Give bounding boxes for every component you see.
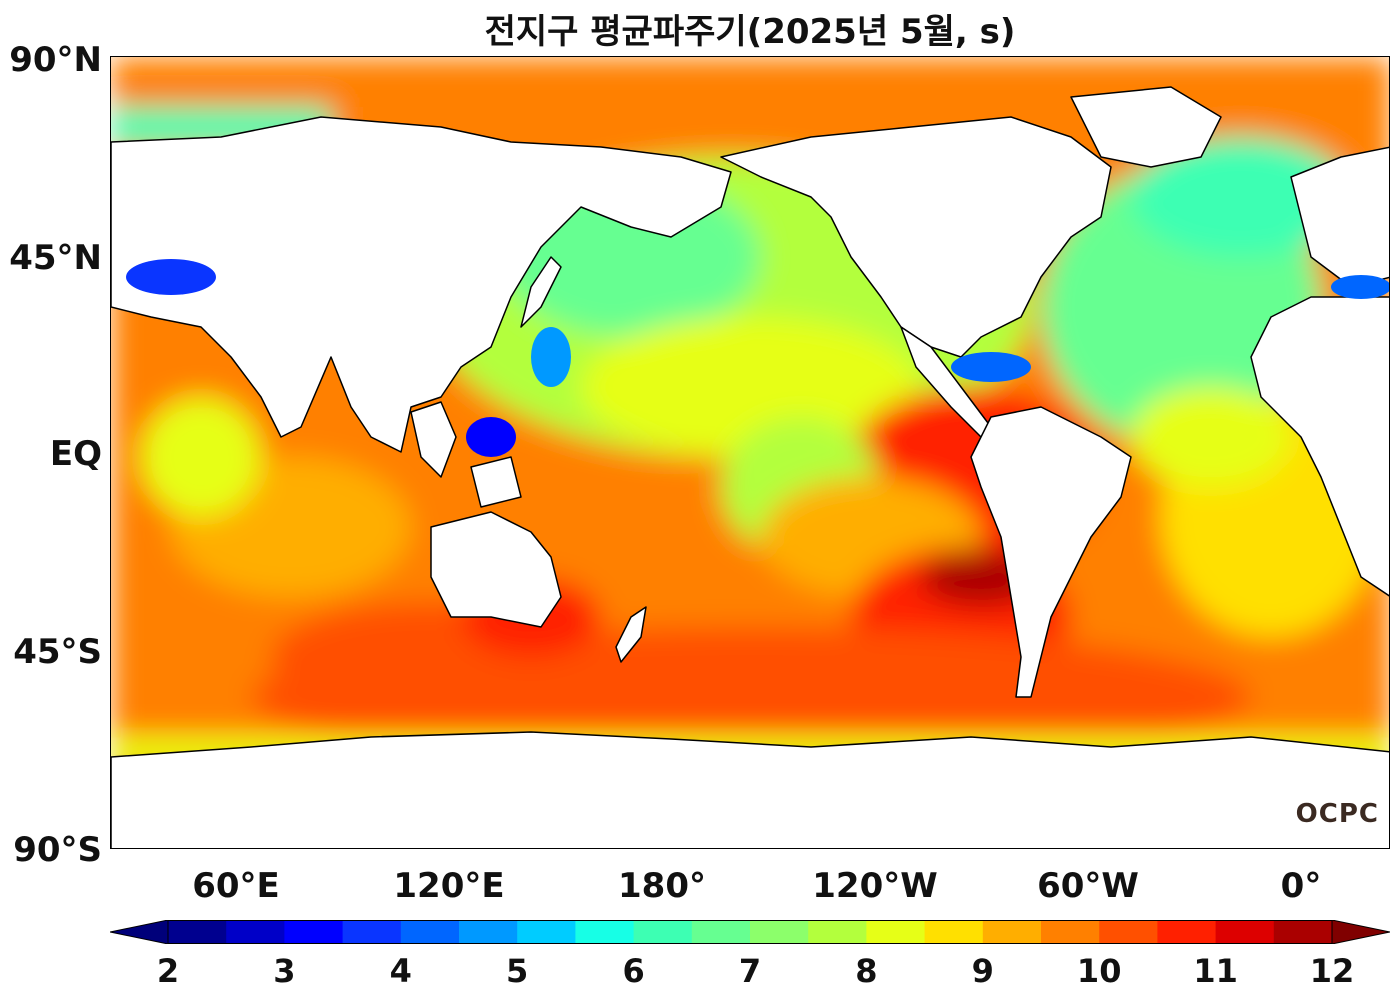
lon-label-120w: 120°W [812,866,938,906]
coastal-short-period [126,259,1389,457]
colorbar-frame [167,920,1333,944]
colorbar-bin [924,920,984,944]
colorbar-bin [1215,920,1275,944]
colorbar-tick-label: 7 [738,952,762,990]
colorbar-bin [226,920,285,944]
colorbar-bin [342,920,402,944]
colorbar-bin [633,920,693,944]
ocpc-watermark: OCPC [1296,799,1379,829]
colorbar-bin [808,920,867,944]
landmass-south-america [970,406,1132,698]
lat-label-45n: 45°N [9,238,102,278]
colorbar [110,920,1390,944]
colorbar-tick-label: 9 [971,952,994,990]
colorbar-bin [517,920,576,944]
lat-label-45s: 45°S [13,632,102,672]
colorbar-tick-label: 4 [389,952,412,990]
lon-label-180: 180° [618,866,706,906]
colorbar-tick-label: 10 [1076,952,1122,990]
landmass-greenland [1070,86,1222,168]
colorbar-bin [1041,920,1100,944]
lat-label-90n: 90°N [9,40,102,80]
colorbar-tick-label: 12 [1309,952,1355,990]
lon-label-0: 0° [1280,866,1322,906]
landmass-japan [520,256,562,328]
colorbar-bin [750,920,809,944]
landmass-antarctica [111,731,1389,848]
lat-label-eq: EQ [49,434,102,474]
colorbar-bin [1099,920,1158,944]
lat-label-90s: 90°S [13,830,102,870]
lon-label-120e: 120°E [393,866,505,906]
colorbar-bin [1157,920,1217,944]
colorbar-over-triangle [1331,920,1390,944]
map-title: 전지구 평균파주기(2025년 5월, s) [484,12,1016,52]
colorbar-tick-label: 5 [506,952,529,990]
colorbar-bin [400,920,460,944]
lon-label-60e: 60°E [192,866,280,906]
colorbar-bin [284,920,344,944]
landmass-eurasia-west [111,116,732,453]
colorbar-tick-label: 2 [156,952,180,990]
colorbar-bin [866,920,926,944]
landmass-indochina [410,401,457,478]
colorbar-tick-label: 6 [622,952,645,990]
colorbar-under-triangle [110,920,169,944]
colorbar-bin [459,920,518,944]
colorbar-tick-label: 11 [1193,952,1238,990]
wave-period-map: OCPC [110,56,1390,849]
colorbar-bin [168,920,227,944]
land-masses [111,86,1389,848]
landmass-north-america [720,116,1112,358]
colorbar-bin [575,920,635,944]
landmass-borneo [470,456,522,508]
colorbar-tick-label: 8 [855,952,878,990]
colorbar-tick-label: 3 [273,952,296,990]
lon-label-60w: 60°W [1037,866,1139,906]
landmass-australia [430,511,562,628]
landmass-new-zealand [615,606,647,663]
colorbar-bin [982,920,1042,944]
colorbar-bin [691,920,751,944]
colorbar-bin [1273,920,1333,944]
